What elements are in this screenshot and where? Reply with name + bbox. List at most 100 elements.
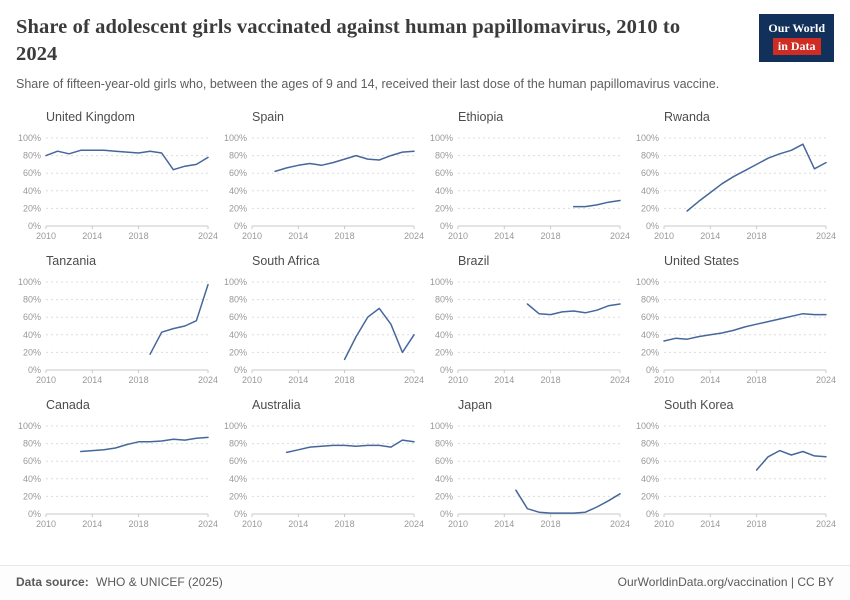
x-tick-label: 2018 [541,519,561,529]
y-tick-label: 100% [18,133,41,143]
panel-title: Canada [46,397,90,412]
x-tick-label: 2014 [494,519,514,529]
owid-logo-line1: Our World [768,21,825,35]
data-line [79,436,209,452]
x-tick-label: 2018 [335,519,355,529]
y-tick-label: 60% [641,168,659,178]
x-tick-label: 2014 [288,519,308,529]
y-tick-label: 100% [430,421,453,431]
y-tick-label: 0% [234,509,247,519]
y-tick-label: 20% [229,203,247,213]
line-chart: 0% 20% 40% 60% 80% 100% 2010 2014 2018 2024 [18,133,218,241]
data-source-link[interactable]: WHO & UNICEF (2025) [96,575,223,589]
x-tick-label: 2014 [494,231,514,241]
y-tick-label: 80% [229,294,247,304]
y-tick-label: 0% [440,509,453,519]
y-tick-label: 80% [641,150,659,160]
header: Share of adolescent girls vaccinated aga… [14,12,836,94]
panel-title: Japan [458,397,493,412]
panel-title: Spain [252,109,284,124]
y-tick-label: 60% [641,312,659,322]
chart-panel: Rwanda 0% 20% 40% 60% 80% 100% 2010 2014 2018 202… [634,109,836,244]
y-tick-label: 0% [234,221,247,231]
data-line [572,199,621,207]
x-tick-label: 2024 [610,519,630,529]
chart-subtitle: Share of fifteen-year-old girls who, bet… [16,77,720,92]
y-tick-label: 40% [435,329,453,339]
x-tick-label: 2018 [747,519,767,529]
owid-logo[interactable]: Our World in Data [759,14,834,62]
y-tick-label: 100% [430,277,453,287]
y-tick-label: 40% [641,329,659,339]
y-tick-label: 80% [435,438,453,448]
x-tick-label: 2014 [700,231,720,241]
line-chart: 0% 20% 40% 60% 80% 100% 2010 2014 2018 2024 [224,277,424,385]
y-tick-label: 100% [18,421,41,431]
line-chart: 0% 20% 40% 60% 80% 100% 2010 2014 2018 2024 [636,277,836,385]
x-tick-label: 2010 [36,375,56,385]
x-tick-label: 2024 [816,375,836,385]
line-chart: 0% 20% 40% 60% 80% 100% 2010 2014 2018 2024 [430,421,630,529]
x-tick-label: 2024 [198,231,218,241]
x-tick-label: 2010 [448,231,468,241]
line-chart: 0% 20% 40% 60% 80% 100% 2010 2014 2018 2024 [224,133,424,241]
y-tick-label: 100% [224,421,247,431]
y-tick-label: 80% [23,150,41,160]
footer-citation-link[interactable]: OurWorldinData.org/vaccination | CC BY [617,575,834,589]
line-chart: 0% 20% 40% 60% 80% 100% 2010 2014 2018 2024 [636,133,836,241]
y-tick-label: 0% [440,365,453,375]
chart-panel: Japan 0% 20% 40% 60% 80% 100% 2010 2014 2018 2024 [428,397,630,532]
y-tick-label: 80% [23,294,41,304]
y-tick-label: 60% [23,168,41,178]
x-tick-label: 2018 [129,519,149,529]
y-tick-label: 40% [229,473,247,483]
panel-title: Rwanda [664,109,710,124]
x-tick-label: 2024 [816,519,836,529]
x-tick-label: 2010 [36,519,56,529]
y-tick-label: 20% [23,347,41,357]
x-tick-label: 2010 [242,519,262,529]
y-tick-label: 60% [435,456,453,466]
x-tick-label: 2010 [448,519,468,529]
y-tick-label: 20% [229,347,247,357]
line-chart: 0% 20% 40% 60% 80% 100% 2010 2014 2018 2024 [18,421,218,529]
data-line [274,150,415,172]
chart-panel: South Korea 0% 20% 40% 60% 80% 100% 2010 2014 20… [634,398,836,532]
line-chart: 0% 20% 40% 60% 80% 100% 2010 2014 2018 2024 [430,277,630,385]
x-tick-label: 2010 [654,375,674,385]
x-tick-label: 2014 [82,519,102,529]
header-text-block: Share of adolescent girls vaccinated aga… [16,14,726,94]
y-tick-label: 20% [229,491,247,501]
y-tick-label: 100% [636,133,659,143]
line-chart: 0% 20% 40% 60% 80% 100% 2010 2014 2018 2024 [430,133,630,241]
line-chart: 0% 20% 40% 60% 80% 100% 2010 2014 2018 2024 [224,421,424,529]
y-tick-label: 0% [646,365,659,375]
x-tick-label: 2024 [404,519,424,529]
data-source: Data source: WHO & UNICEF (2025) [16,575,223,589]
chart-title: Share of adolescent girls vaccinated aga… [16,16,681,66]
panel-title: United Kingdom [46,109,135,124]
x-tick-label: 2018 [541,375,561,385]
panel-title: Tanzania [46,253,97,268]
owid-logo-line2: in Data [772,38,821,55]
y-tick-label: 0% [28,365,41,375]
data-line [755,449,827,471]
y-tick-label: 80% [229,150,247,160]
y-tick-label: 40% [435,473,453,483]
x-tick-label: 2018 [747,375,767,385]
y-tick-label: 0% [646,221,659,231]
y-tick-label: 40% [23,329,41,339]
x-tick-label: 2024 [198,375,218,385]
x-tick-label: 2024 [404,375,424,385]
y-tick-label: 100% [636,421,659,431]
x-tick-label: 2018 [747,231,767,241]
x-tick-label: 2010 [654,519,674,529]
x-tick-label: 2010 [448,375,468,385]
y-tick-label: 60% [641,456,659,466]
x-tick-label: 2014 [82,231,102,241]
y-tick-label: 100% [18,277,41,287]
data-line [343,307,415,360]
x-tick-label: 2024 [610,375,630,385]
y-tick-label: 20% [435,203,453,213]
x-tick-label: 2010 [242,231,262,241]
